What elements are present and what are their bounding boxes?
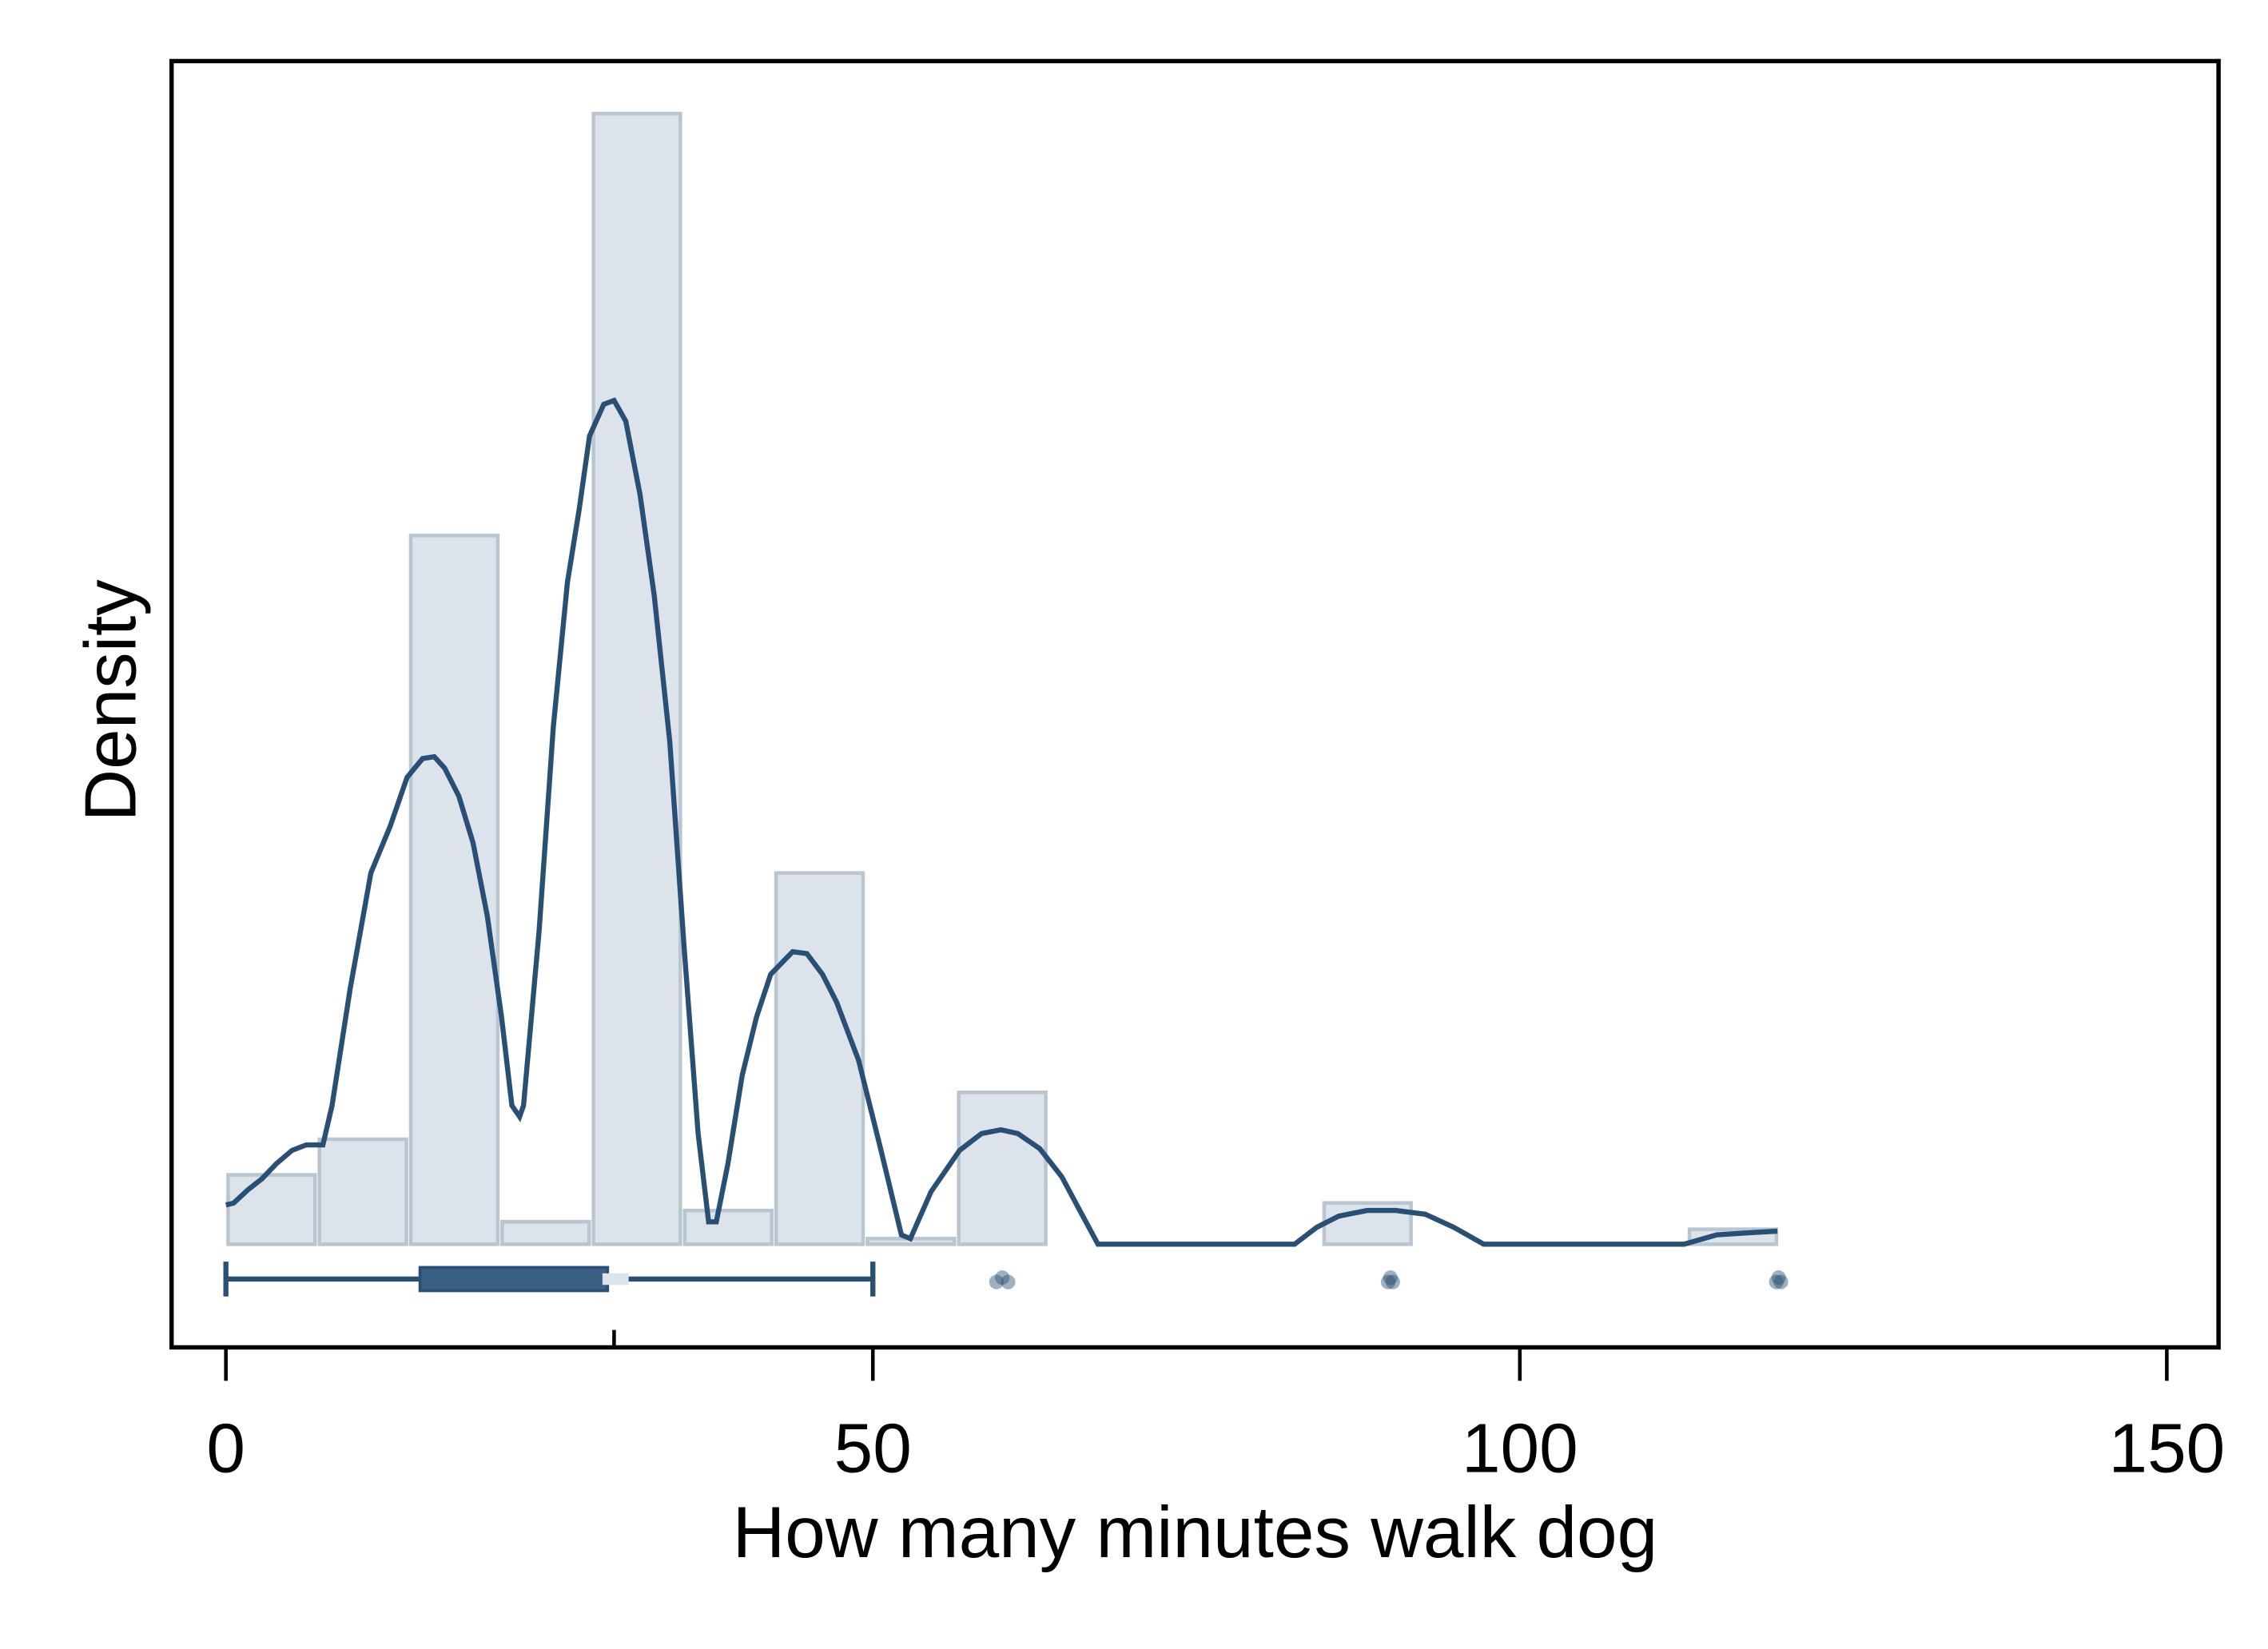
outlier — [1380, 1274, 1396, 1289]
outlier — [1769, 1274, 1784, 1289]
plot-frame — [169, 58, 2221, 1350]
x-tick-label: 150 — [2109, 1409, 2226, 1487]
outlier — [1001, 1274, 1016, 1289]
bar — [226, 1173, 317, 1246]
bar — [317, 1137, 408, 1246]
bar — [591, 111, 682, 1246]
x-tick-label: 50 — [834, 1409, 912, 1487]
x-tick-label: 0 — [206, 1409, 245, 1487]
bar — [682, 1208, 774, 1246]
outlier — [995, 1270, 1010, 1285]
density-curve — [225, 397, 1778, 1247]
outlier — [1383, 1270, 1398, 1285]
x-axis-title: How many minutes walk dog — [733, 1492, 1658, 1573]
outlier — [989, 1274, 1004, 1289]
x-tick-label: 100 — [1462, 1409, 1578, 1487]
bar — [774, 871, 865, 1246]
y-axis-title: Density — [71, 579, 152, 822]
box — [418, 1266, 610, 1293]
bar — [957, 1091, 1048, 1246]
outlier — [1771, 1270, 1786, 1285]
outlier — [1385, 1274, 1400, 1289]
bar — [500, 1219, 591, 1246]
outlier — [1773, 1274, 1789, 1289]
